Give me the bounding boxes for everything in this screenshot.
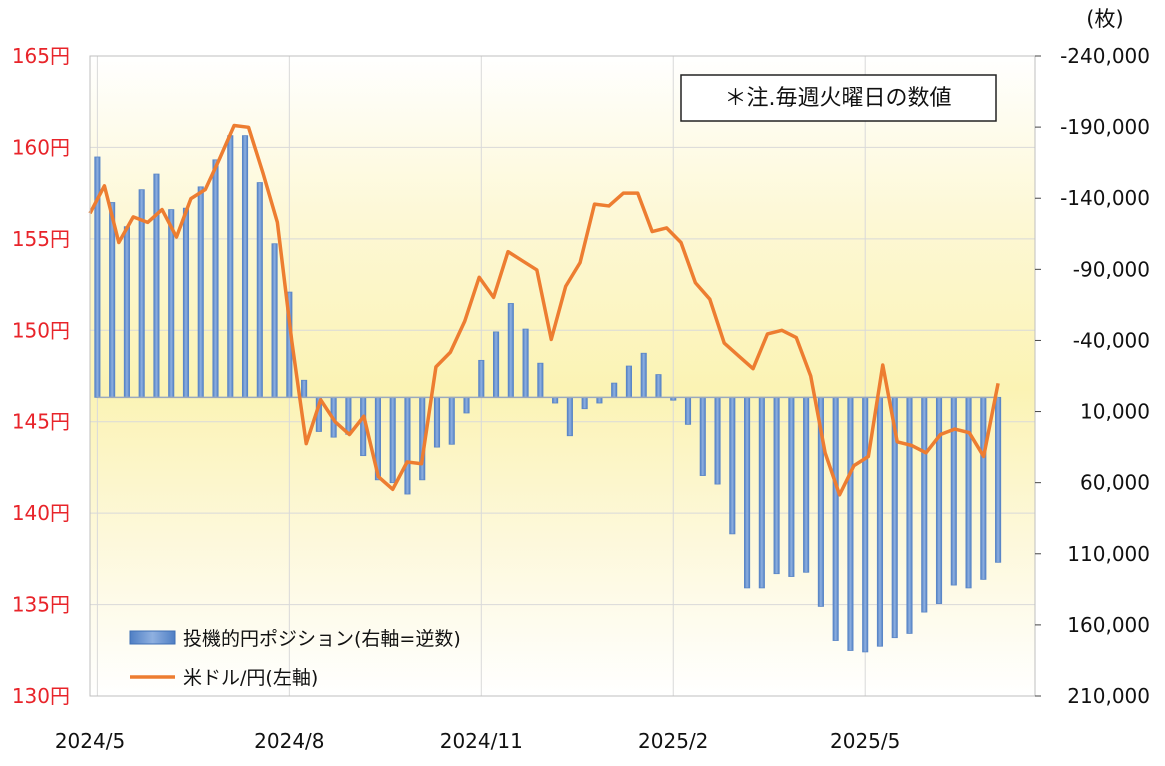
right-tick-label: 110,000 (1067, 542, 1150, 566)
x-tick-label: 2025/5 (830, 729, 900, 753)
position-bar (596, 396, 603, 404)
position-bar (714, 396, 721, 485)
position-bar (980, 396, 987, 580)
left-tick-label: 135円 (12, 593, 70, 617)
right-axis-unit: (枚) (1086, 7, 1123, 31)
position-bar (537, 362, 544, 398)
position-bar (109, 202, 116, 398)
left-tick-label: 160円 (12, 135, 70, 159)
note-text: ＊注.毎週火曜日の数値 (725, 86, 952, 111)
right-tick-label: 60,000 (1080, 471, 1150, 495)
left-tick-label: 130円 (12, 684, 70, 708)
position-bar (640, 352, 647, 398)
position-bar (625, 365, 633, 398)
right-tick-label: -90,000 (1073, 257, 1150, 281)
position-bar (301, 379, 308, 398)
legend: 投機的円ポジション(右軸=逆数) 米ドル/円(左軸) (129, 628, 461, 689)
legend-bar-swatch (129, 630, 176, 645)
left-tick-label: 150円 (12, 318, 70, 342)
position-bar (832, 396, 839, 641)
position-bar (389, 396, 396, 484)
position-bar (271, 243, 278, 398)
position-bar (241, 135, 249, 398)
position-bar (655, 374, 662, 398)
position-bar (492, 331, 500, 398)
position-bar (995, 396, 1002, 563)
position-bar (168, 209, 175, 398)
left-tick-label: 140円 (12, 501, 70, 525)
right-tick-label: -240,000 (1060, 44, 1150, 68)
position-bars (94, 135, 1002, 653)
position-bar (935, 396, 943, 604)
position-bar (773, 396, 780, 575)
left-tick-label: 145円 (12, 410, 70, 434)
x-tick-label: 2025/2 (638, 729, 708, 753)
right-tick-label: 160,000 (1067, 613, 1150, 637)
position-bar (433, 396, 441, 448)
x-tick-label: 2024/11 (440, 729, 523, 753)
right-tick-label: -40,000 (1073, 328, 1150, 352)
position-bar (404, 396, 411, 495)
position-bar (862, 396, 869, 653)
position-bar (847, 396, 854, 651)
position-bar (950, 396, 957, 586)
legend-bar-label: 投機的円ポジション(右軸=逆数) (183, 628, 461, 650)
right-tick-label: -140,000 (1060, 186, 1150, 210)
position-bar (758, 396, 765, 589)
position-bar (921, 396, 928, 613)
position-bar (197, 186, 204, 398)
position-bar (212, 159, 219, 398)
plot-frame (89, 55, 1036, 697)
position-bar (256, 182, 263, 398)
position-bar (463, 396, 470, 414)
note-box (680, 74, 997, 122)
left-tick-label: 155円 (12, 227, 70, 251)
right-tick-label: 10,000 (1080, 400, 1150, 424)
right-axis: -240,000 -190,000 -140,000 -90,000 -40,000 10… (1035, 44, 1150, 708)
right-tick-label: -190,000 (1060, 115, 1150, 139)
legend-line-label: 米ドル/円(左軸) (183, 667, 318, 689)
position-bar (507, 303, 514, 398)
position-bar (448, 396, 455, 445)
position-bar (522, 328, 529, 398)
position-bar (345, 396, 352, 435)
position-bar (153, 173, 160, 398)
usdjpy-line (88, 123, 1000, 497)
right-tick-label: 210,000 (1067, 684, 1150, 708)
position-bar (965, 396, 972, 589)
left-axis: 165円 160円 155円 150円 145円 140円 135円 130円 (12, 44, 70, 708)
left-tick-label: 165円 (12, 44, 70, 68)
x-axis: 2024/5 2024/8 2024/11 2025/2 2025/5 (55, 729, 901, 753)
position-bar (729, 396, 736, 535)
position-bar (744, 396, 751, 589)
position-bar (788, 396, 795, 577)
position-bar (803, 396, 810, 573)
x-tick-label: 2024/5 (55, 729, 125, 753)
position-bar (581, 396, 588, 410)
position-bar (876, 396, 884, 647)
position-bar (478, 359, 485, 398)
position-bar (906, 396, 913, 634)
position-bar (684, 396, 692, 425)
position-bar (611, 382, 618, 398)
position-bar (123, 226, 130, 398)
position-bar (699, 396, 706, 476)
x-tick-label: 2024/8 (254, 729, 324, 753)
position-bar (566, 396, 573, 437)
position-bar (227, 135, 234, 398)
position-bar (552, 396, 559, 404)
position-bar (182, 207, 190, 398)
